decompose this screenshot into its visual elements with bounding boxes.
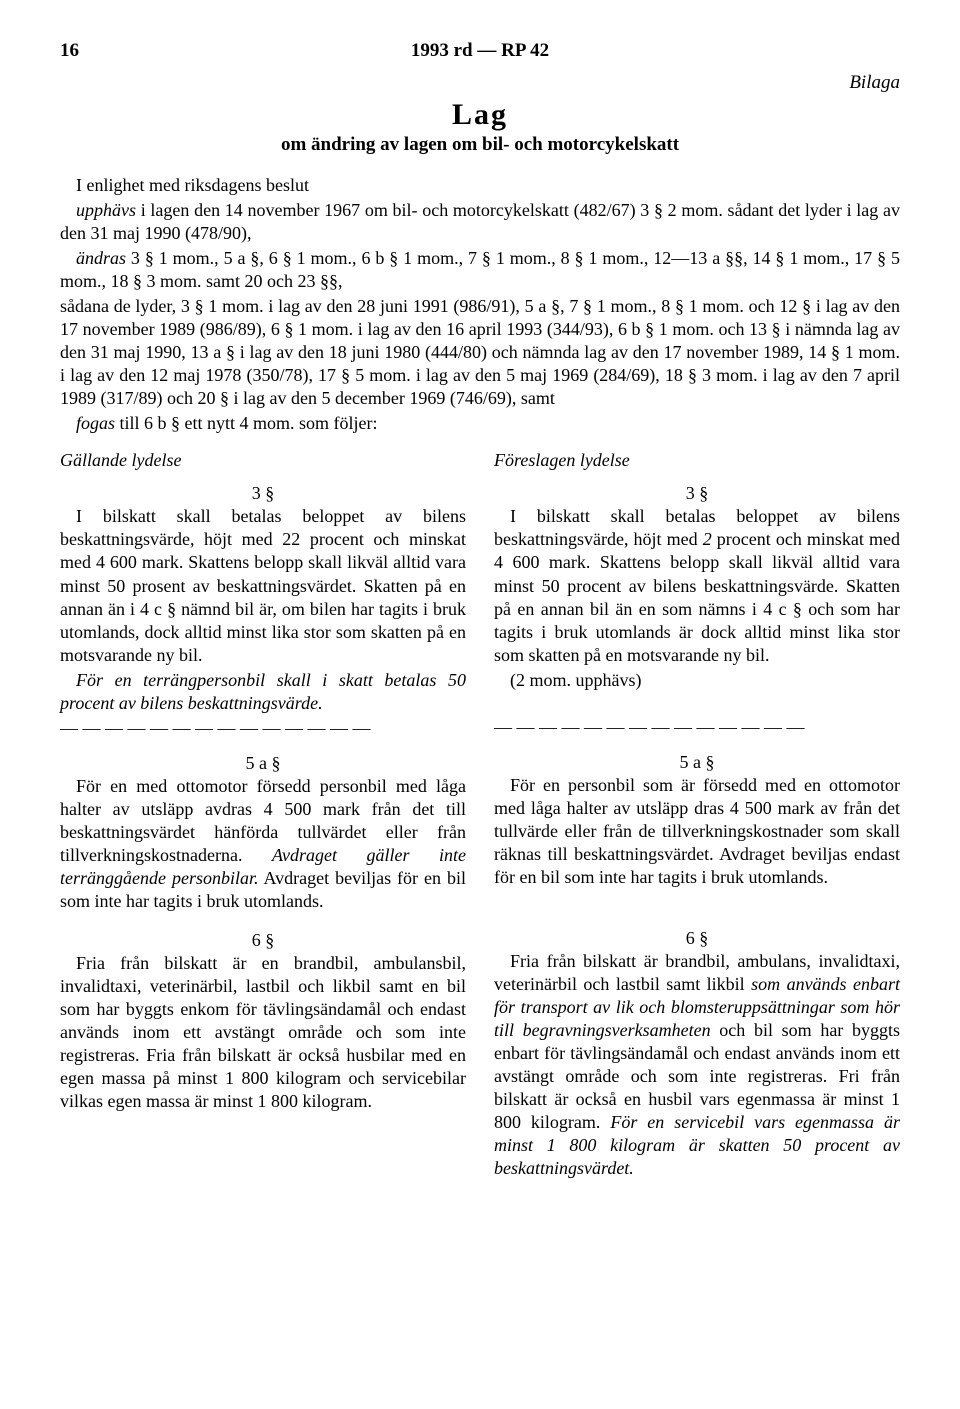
annex-label: Bilaga xyxy=(60,72,900,94)
dash-divider: — — — — — — — — — — — — — — xyxy=(60,717,466,740)
column-heading: Gällande lydelse xyxy=(60,449,466,472)
section-number: 3 § xyxy=(494,482,900,505)
paragraph: För en terrängpersonbil skall i skatt be… xyxy=(60,669,466,715)
preamble-line: I enlighet med riksdagens beslut xyxy=(60,174,900,197)
left-column: Gällande lydelse 3 § I bilskatt skall be… xyxy=(60,449,466,1182)
law-title: Lag xyxy=(60,98,900,132)
section-number: 6 § xyxy=(60,929,466,952)
paragraph: (2 mom. upphävs) xyxy=(494,669,900,692)
paragraph: Fria från bilskatt är brandbil, ambulans… xyxy=(494,950,900,1180)
paragraph: I bilskatt skall betalas beloppet av bil… xyxy=(60,505,466,666)
paragraph: Fria från bilskatt är en brandbil, ambul… xyxy=(60,952,466,1113)
paragraph: För en med ottomotor försedd personbil m… xyxy=(60,775,466,913)
preamble-line: upphävs i lagen den 14 november 1967 om … xyxy=(60,199,900,245)
section-number: 6 § xyxy=(494,927,900,950)
section-number: 5 a § xyxy=(494,751,900,774)
column-heading: Föreslagen lydelse xyxy=(494,449,900,472)
preamble-line: fogas till 6 b § ett nytt 4 mom. som föl… xyxy=(60,412,900,435)
paragraph: I bilskatt skall betalas beloppet av bil… xyxy=(494,505,900,666)
section-number: 3 § xyxy=(60,482,466,505)
section-number: 5 a § xyxy=(60,752,466,775)
paragraph: För en personbil som är försedd med en o… xyxy=(494,774,900,889)
preamble-line: sådana de lyder, 3 § 1 mom. i lag av den… xyxy=(60,295,900,410)
law-subtitle: om ändring av lagen om bil- och motorcyk… xyxy=(60,134,900,156)
two-column-section: Gällande lydelse 3 § I bilskatt skall be… xyxy=(60,449,900,1182)
right-column: Föreslagen lydelse 3 § I bilskatt skall … xyxy=(494,449,900,1182)
preamble-line: ändras 3 § 1 mom., 5 a §, 6 § 1 mom., 6 … xyxy=(60,247,900,293)
dash-divider: — — — — — — — — — — — — — — xyxy=(494,716,900,739)
page-number: 16 xyxy=(60,40,79,62)
preamble: I enlighet med riksdagens beslut upphävs… xyxy=(60,174,900,435)
page-header: 16 1993 rd — RP 42 xyxy=(60,40,900,62)
header-title: 1993 rd — RP 42 xyxy=(411,40,549,62)
